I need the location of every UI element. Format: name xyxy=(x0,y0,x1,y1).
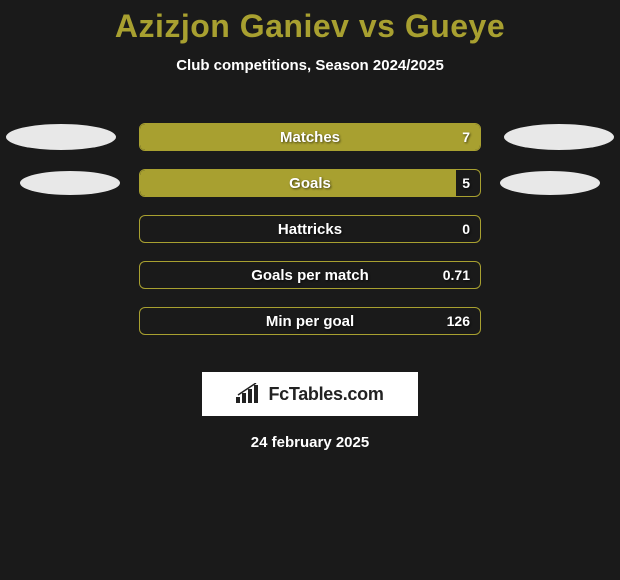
stat-label: Goals xyxy=(140,170,480,196)
page-title: Azizjon Ganiev vs Gueye xyxy=(0,8,620,45)
stat-value: 126 xyxy=(447,308,470,334)
footer-logo-text: FcTables.com xyxy=(268,384,383,405)
stat-row: Matches7 xyxy=(0,114,620,160)
stat-value: 0.71 xyxy=(443,262,470,288)
footer-date: 24 february 2025 xyxy=(0,434,620,451)
stat-bar: Matches7 xyxy=(139,123,481,151)
stat-bar: Goals per match0.71 xyxy=(139,261,481,289)
stat-value: 5 xyxy=(462,170,470,196)
stat-label: Min per goal xyxy=(140,308,480,334)
stat-row: Min per goal126 xyxy=(0,298,620,344)
stat-row: Goals per match0.71 xyxy=(0,252,620,298)
stats-list: Matches7Goals5Hattricks0Goals per match0… xyxy=(0,114,620,344)
player1-badge xyxy=(6,124,116,150)
stat-value: 7 xyxy=(462,124,470,150)
chart-icon xyxy=(236,383,262,405)
stat-row: Hattricks0 xyxy=(0,206,620,252)
stat-label: Hattricks xyxy=(140,216,480,242)
footer-logo[interactable]: FcTables.com xyxy=(202,372,418,416)
stat-label: Goals per match xyxy=(140,262,480,288)
stat-label: Matches xyxy=(140,124,480,150)
stat-bar: Goals5 xyxy=(139,169,481,197)
stat-row: Goals5 xyxy=(0,160,620,206)
comparison-card: Azizjon Ganiev vs Gueye Club competition… xyxy=(0,0,620,580)
player2-badge xyxy=(500,171,600,195)
stat-bar: Min per goal126 xyxy=(139,307,481,335)
stat-value: 0 xyxy=(462,216,470,242)
subtitle: Club competitions, Season 2024/2025 xyxy=(0,57,620,74)
player1-badge xyxy=(20,171,120,195)
player2-badge xyxy=(504,124,614,150)
stat-bar: Hattricks0 xyxy=(139,215,481,243)
